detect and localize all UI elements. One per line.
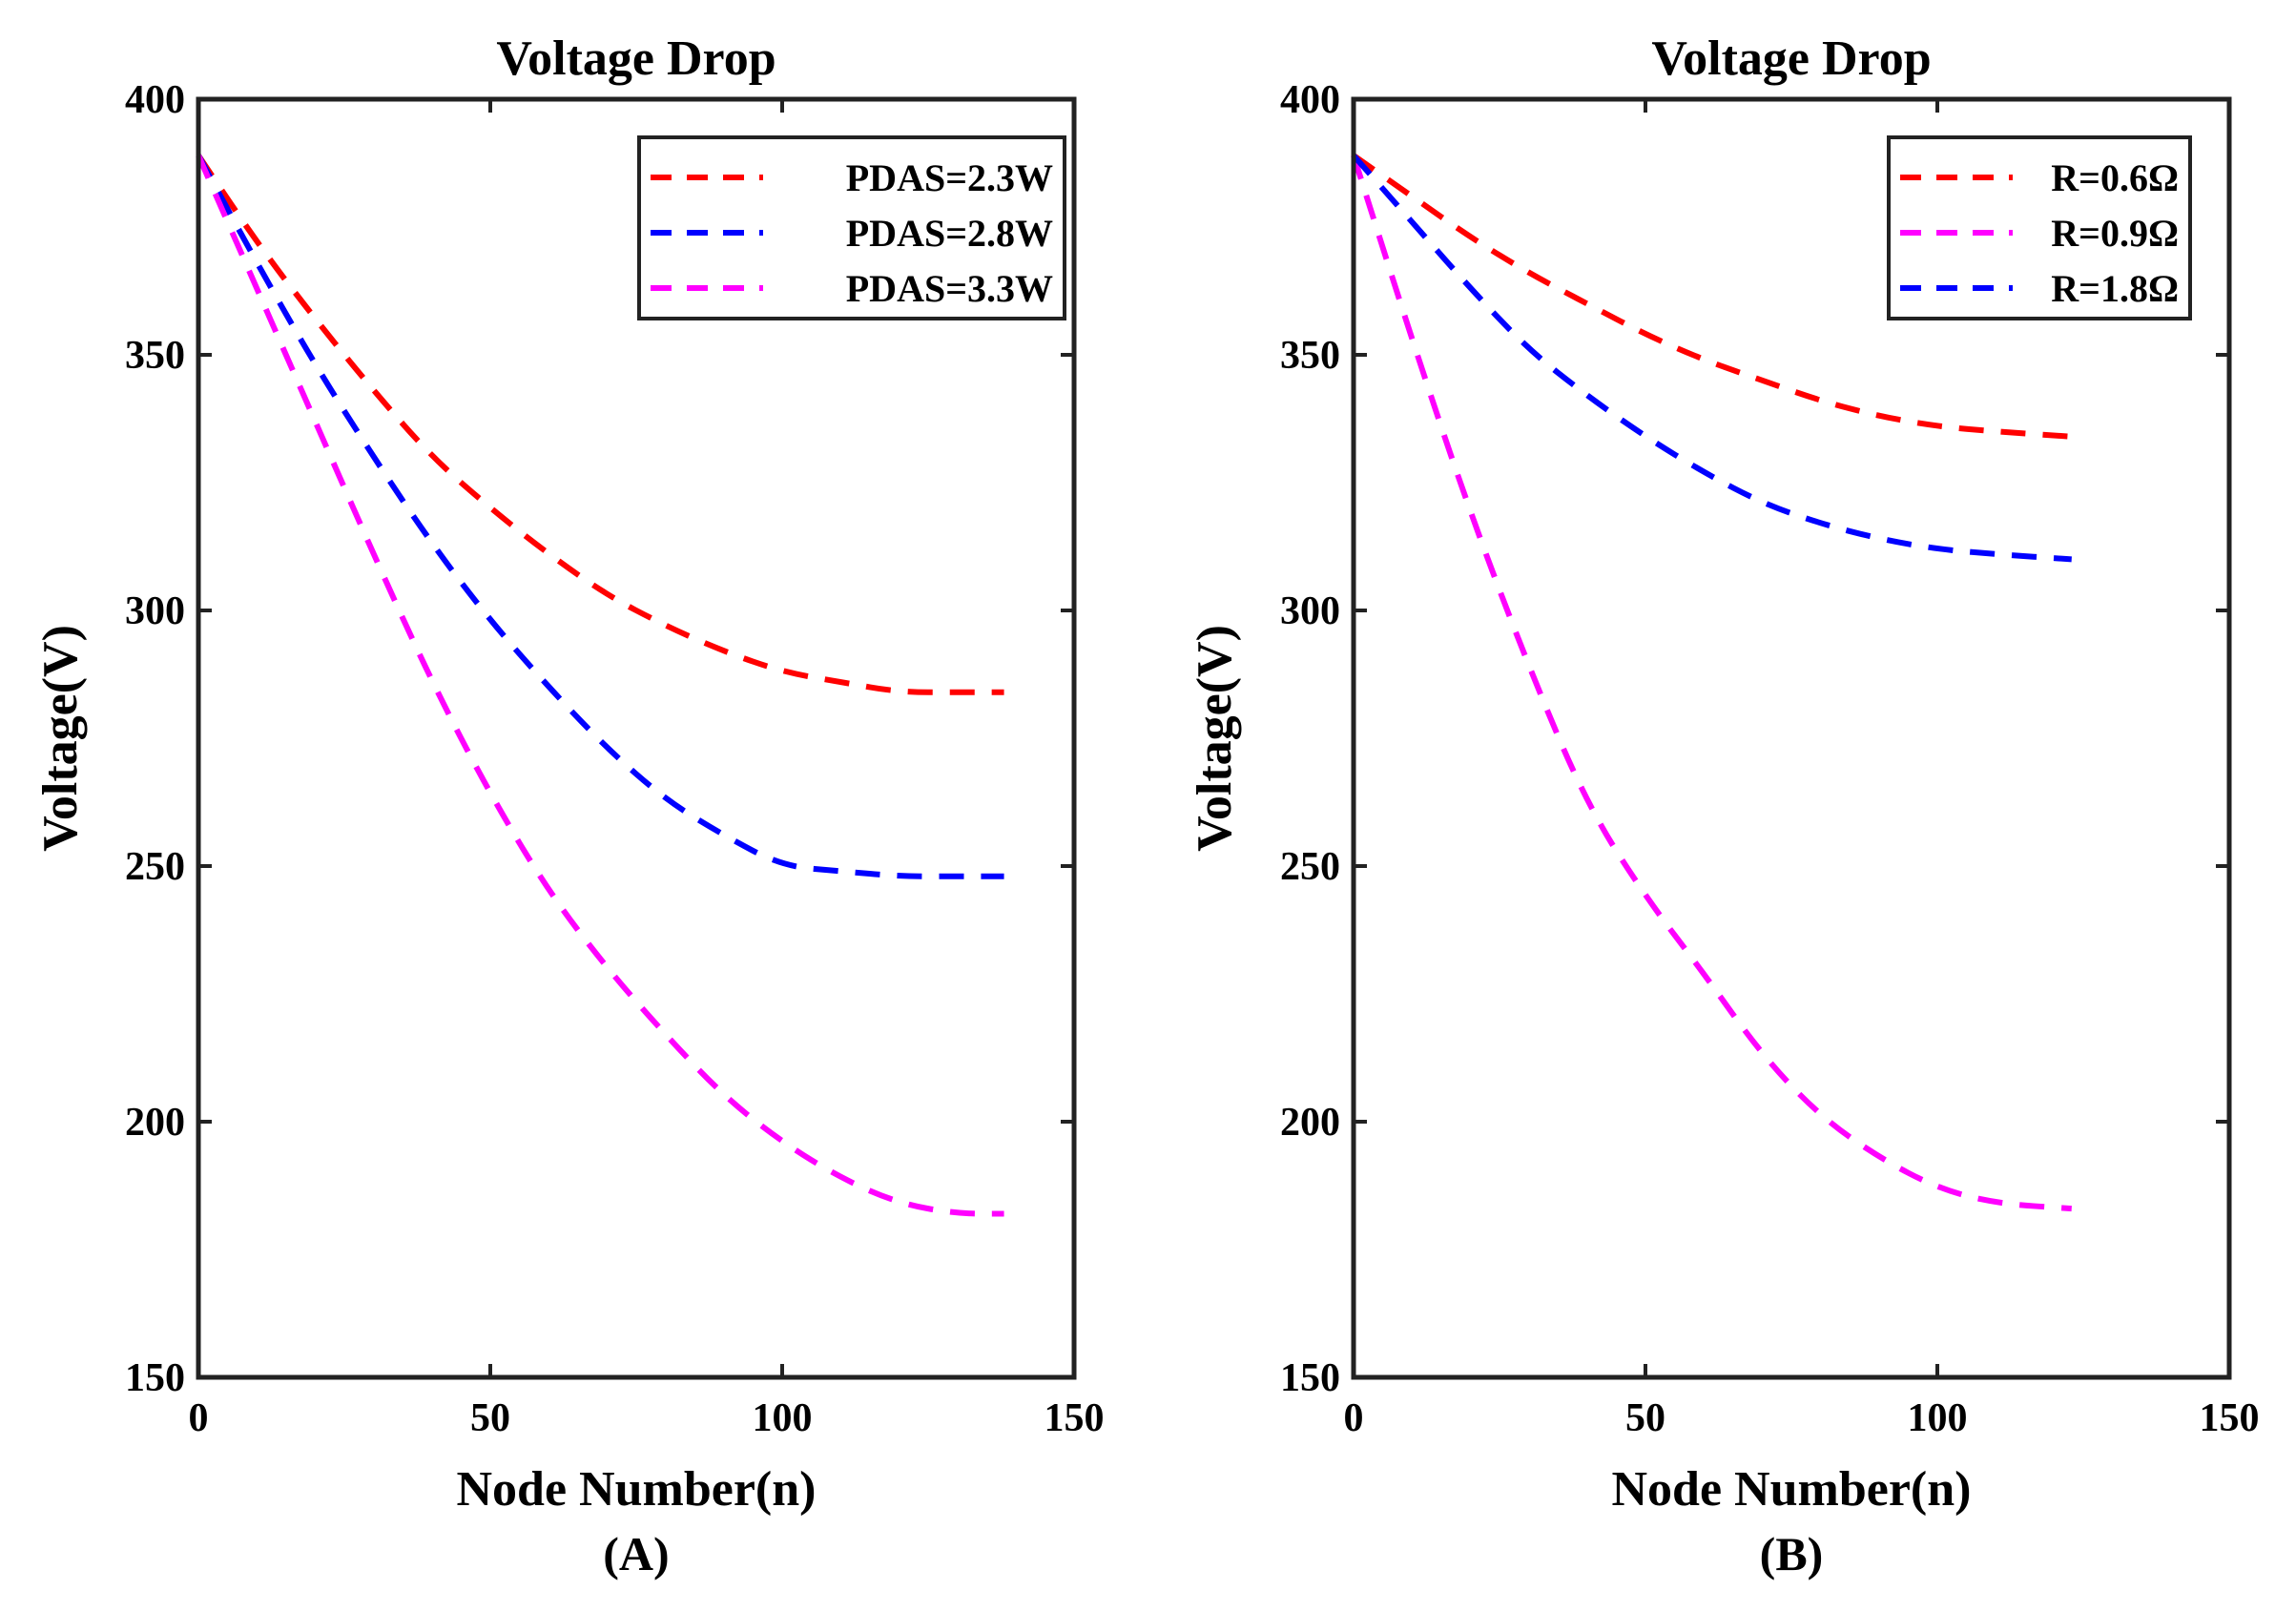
panel-a-series-line (196, 154, 1004, 879)
x-tick-label: 100 (1908, 1396, 1968, 1440)
legend-label: PDAS=2.8W (846, 212, 1053, 255)
x-tick-label: 50 (1625, 1396, 1665, 1440)
panel-a-legend: PDAS=2.3W PDAS=2.8W PDAS=3.3W (637, 135, 1066, 320)
panel-b-axes-frame (1351, 96, 2232, 1380)
panel-a-ylabel: Voltage(V) (33, 625, 88, 852)
y-tick-label: 350 (1280, 334, 1340, 378)
panel-a-xlabel: Node Number(n) (457, 1462, 817, 1517)
panel-b-series-line (1351, 153, 2072, 563)
x-tick-label: 150 (1045, 1396, 1105, 1440)
panel-a-legend-box (637, 135, 1066, 320)
panel-b-series (1351, 153, 2072, 1212)
legend-label: R=1.8Ω (2051, 267, 2179, 310)
x-tick-label: 50 (470, 1396, 510, 1440)
y-tick-label: 250 (125, 845, 185, 889)
y-tick-label: 300 (125, 589, 185, 633)
x-tick-label: 0 (189, 1396, 209, 1440)
panel-b: Voltage Drop Node Number(n) Voltage(V) (… (1188, 31, 2260, 1580)
panel-a-caption: (A) (603, 1527, 669, 1580)
y-tick-label: 150 (125, 1356, 185, 1400)
x-tick-label: 150 (2200, 1396, 2260, 1440)
legend-label: PDAS=2.3W (846, 156, 1053, 199)
y-tick-label: 300 (1280, 589, 1340, 633)
y-tick-label: 250 (1280, 845, 1340, 889)
y-tick-label: 400 (125, 78, 185, 122)
panel-a-axes-frame (196, 96, 1077, 1380)
legend-label: R=0.9Ω (2051, 212, 2179, 255)
panel-b-xlabel: Node Number(n) (1612, 1462, 1972, 1517)
y-tick-label: 400 (1280, 78, 1340, 122)
legend-label: R=0.6Ω (2051, 156, 2179, 199)
panel-a-series-line (196, 154, 1004, 695)
y-tick-label: 350 (125, 334, 185, 378)
panel-a: Voltage Drop Node Number(n) Voltage(V) (… (33, 31, 1105, 1580)
x-tick-label: 0 (1344, 1396, 1364, 1440)
x-tick-label: 100 (753, 1396, 813, 1440)
y-tick-label: 200 (1280, 1101, 1340, 1145)
panel-a-ticks: 0 50 100 150 150 200 250 300 350 400 (125, 78, 1105, 1440)
panel-b-series-line (1351, 155, 2072, 1212)
panel-b-title: Voltage Drop (1651, 31, 1931, 86)
panel-a-series (196, 154, 1004, 1217)
panel-b-caption: (B) (1760, 1527, 1824, 1580)
y-tick-label: 200 (125, 1101, 185, 1145)
panel-b-ylabel: Voltage(V) (1188, 625, 1242, 852)
y-tick-label: 150 (1280, 1356, 1340, 1400)
panel-a-title: Voltage Drop (496, 31, 776, 86)
panel-b-legend: R=0.6Ω R=0.9Ω R=1.8Ω (1887, 135, 2192, 320)
legend-label: PDAS=3.3W (846, 267, 1053, 310)
panel-b-series-line (1352, 153, 2072, 440)
